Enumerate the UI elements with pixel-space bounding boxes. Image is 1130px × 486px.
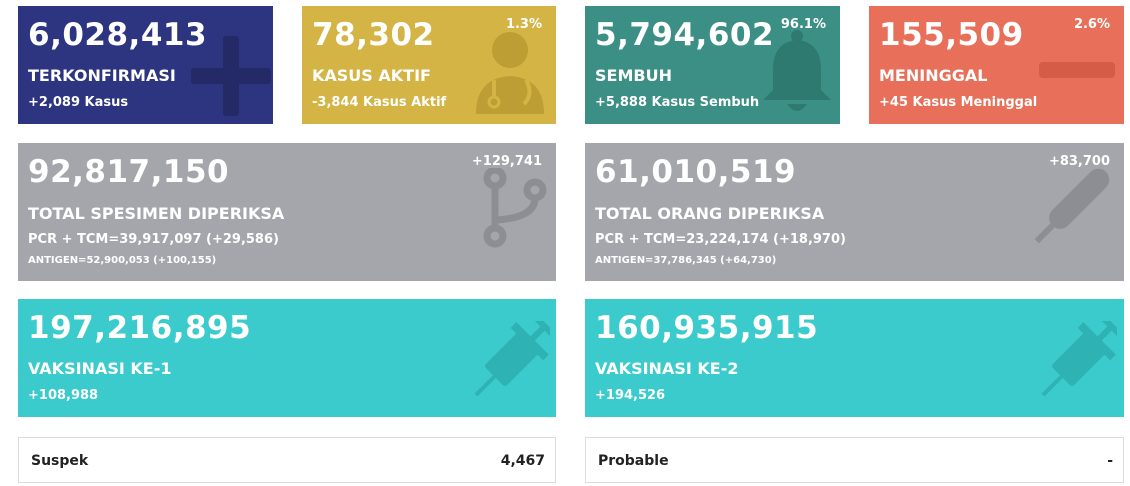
- probable-row: Probable -: [585, 437, 1124, 483]
- syringe-icon: [1041, 321, 1117, 397]
- specimen-card: +129,741 92,817,150 TOTAL SPESIMEN DIPER…: [18, 143, 556, 281]
- death-delta: +45 Kasus Meninggal: [879, 95, 1038, 110]
- branch-icon: [483, 168, 547, 248]
- specimen-pcr: PCR + TCM=39,917,097 (+29,586): [28, 232, 279, 247]
- vaccine1-label: VAKSINASI KE-1: [28, 359, 172, 378]
- specimen-antigen: ANTIGEN=52,900,053 (+100,155): [28, 255, 217, 266]
- death-card: 2.6% 155,509 MENINGGAL +45 Kasus Meningg…: [869, 6, 1124, 124]
- syringe-icon: [474, 321, 550, 397]
- active-delta: -3,844 Kasus Aktif: [312, 95, 447, 110]
- recovered-card: 96.1% 5,794,602 SEMBUH +5,888 Kasus Semb…: [585, 6, 840, 124]
- thermometer-icon: [1034, 168, 1110, 244]
- vaccine2-label: VAKSINASI KE-2: [595, 359, 739, 378]
- people-delta: +83,700: [1048, 154, 1110, 169]
- vaccine1-card: 197,216,895 VAKSINASI KE-1 +108,988: [18, 299, 556, 417]
- death-value: 155,509: [879, 17, 1024, 53]
- doctor-icon: [476, 32, 544, 114]
- people-value: 61,010,519: [595, 154, 797, 190]
- vaccine2-card: 160,935,915 VAKSINASI KE-2 +194,526: [585, 299, 1124, 417]
- plus-icon: [191, 36, 271, 116]
- recovered-delta: +5,888 Kasus Sembuh: [595, 95, 760, 110]
- confirmed-card: 6,028,413 TERKONFIRMASI +2,089 Kasus: [18, 6, 273, 124]
- confirmed-value: 6,028,413: [28, 17, 208, 53]
- probable-value: -: [1107, 453, 1113, 469]
- people-card: +83,700 61,010,519 TOTAL ORANG DIPERIKSA…: [585, 143, 1124, 281]
- vaccine1-value: 197,216,895: [28, 310, 252, 346]
- recovered-value: 5,794,602: [595, 17, 775, 53]
- specimen-label: TOTAL SPESIMEN DIPERIKSA: [28, 204, 285, 223]
- probable-label: Probable: [598, 453, 669, 469]
- recovered-percent: 96.1%: [780, 17, 826, 32]
- vaccine1-delta: +108,988: [28, 388, 99, 403]
- death-percent: 2.6%: [1073, 17, 1110, 32]
- suspect-row: Suspek 4,467: [18, 437, 556, 483]
- specimen-value: 92,817,150: [28, 154, 230, 190]
- vaccine2-delta: +194,526: [595, 388, 666, 403]
- vaccine2-value: 160,935,915: [595, 310, 819, 346]
- bell-icon: [763, 30, 831, 111]
- people-antigen: ANTIGEN=37,786,345 (+64,730): [595, 255, 777, 266]
- people-pcr: PCR + TCM=23,224,174 (+18,970): [595, 232, 846, 247]
- recovered-label: SEMBUH: [595, 66, 672, 85]
- suspect-value: 4,467: [500, 453, 545, 469]
- death-label: MENINGGAL: [879, 66, 988, 85]
- suspect-label: Suspek: [31, 453, 89, 469]
- specimen-delta: +129,741: [471, 154, 542, 169]
- active-label: KASUS AKTIF: [312, 66, 431, 85]
- active-percent: 1.3%: [505, 17, 542, 32]
- confirmed-delta: +2,089 Kasus: [28, 95, 129, 110]
- confirmed-label: TERKONFIRMASI: [28, 66, 176, 85]
- active-card: 1.3% 78,302 KASUS AKTIF -3,844 Kasus Akt…: [302, 6, 556, 124]
- people-label: TOTAL ORANG DIPERIKSA: [595, 204, 825, 223]
- minus-icon: [1039, 62, 1115, 78]
- active-value: 78,302: [312, 17, 435, 53]
